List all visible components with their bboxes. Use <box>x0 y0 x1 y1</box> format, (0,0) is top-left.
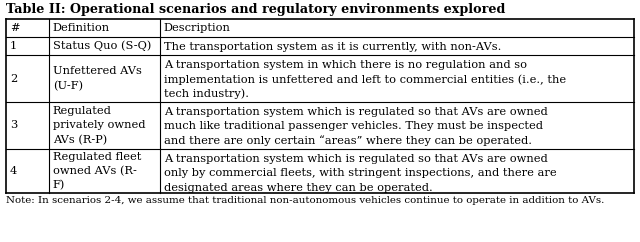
Text: Status Quo (S-Q): Status Quo (S-Q) <box>52 41 151 51</box>
Text: 1: 1 <box>10 41 17 51</box>
Text: owned AVs (R-: owned AVs (R- <box>52 166 136 176</box>
Text: tech industry).: tech industry). <box>164 88 249 99</box>
Text: much like traditional passenger vehicles. They must be inspected: much like traditional passenger vehicles… <box>164 121 543 131</box>
Text: Definition: Definition <box>52 23 110 33</box>
Text: 2: 2 <box>10 74 17 83</box>
Text: Regulated fleet: Regulated fleet <box>52 152 141 162</box>
Text: 3: 3 <box>10 121 17 130</box>
Text: and there are only certain “areas” where they can be operated.: and there are only certain “areas” where… <box>164 135 532 146</box>
Text: The transportation system as it is currently, with non-AVs.: The transportation system as it is curre… <box>164 42 501 52</box>
Text: AVs (R-P): AVs (R-P) <box>52 135 107 145</box>
Text: A transportation system which is regulated so that AVs are owned: A transportation system which is regulat… <box>164 107 548 117</box>
Text: Description: Description <box>164 23 231 33</box>
Text: Table II: Operational scenarios and regulatory environments explored: Table II: Operational scenarios and regu… <box>6 3 506 16</box>
Text: Note: In scenarios 2-4, we assume that traditional non-autonomous vehicles conti: Note: In scenarios 2-4, we assume that t… <box>6 196 604 205</box>
Text: A transportation system which is regulated so that AVs are owned: A transportation system which is regulat… <box>164 154 548 164</box>
Text: (U-F): (U-F) <box>52 80 83 91</box>
Text: only by commercial fleets, with stringent inspections, and there are: only by commercial fleets, with stringen… <box>164 168 557 178</box>
Text: A transportation system in which there is no regulation and so: A transportation system in which there i… <box>164 60 527 70</box>
Text: 4: 4 <box>10 166 17 176</box>
Text: implementation is unfettered and left to commercial entities (i.e., the: implementation is unfettered and left to… <box>164 74 566 85</box>
Text: #: # <box>10 23 19 33</box>
Text: Unfettered AVs: Unfettered AVs <box>52 66 141 76</box>
Text: designated areas where they can be operated.: designated areas where they can be opera… <box>164 183 433 193</box>
Text: privately owned: privately owned <box>52 121 145 130</box>
Text: Regulated: Regulated <box>52 106 111 116</box>
Text: F): F) <box>52 180 65 190</box>
